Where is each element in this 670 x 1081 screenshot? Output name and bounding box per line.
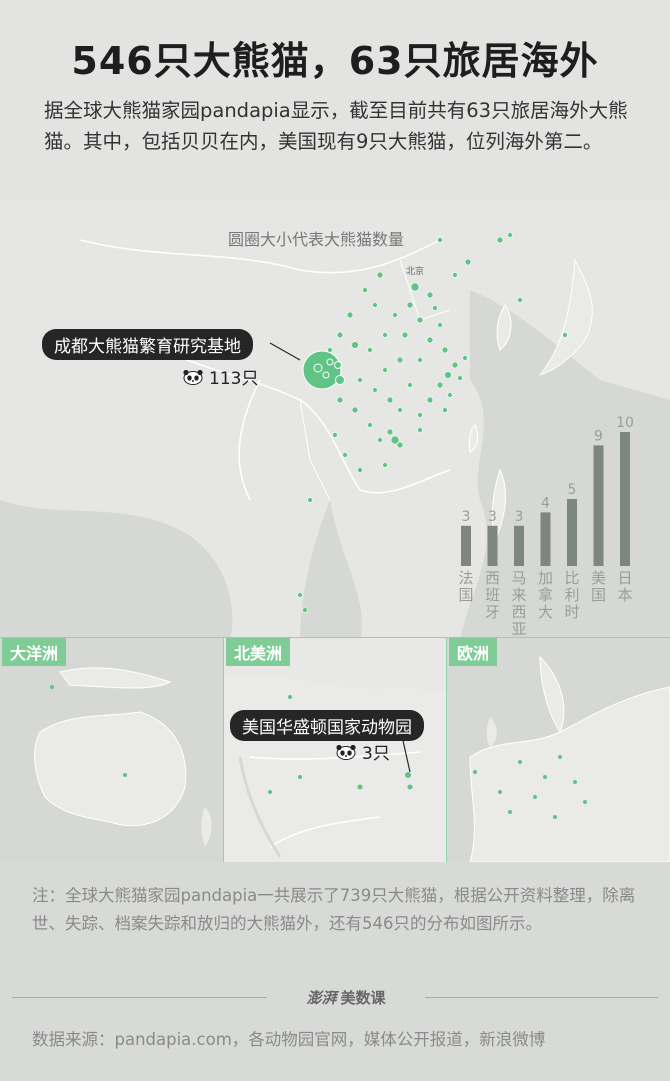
footer [0,862,670,1081]
page-title: 546只大熊猫，63只旅居海外 [71,39,599,83]
panda-icon [336,744,356,760]
bar-value-label-1: 3 [488,509,497,525]
bar-2 [514,525,524,566]
overseas-bar-chart: 3 法国 3 西班牙 3 马来西亚 4 加拿大 5 比利时 9 美国 10 日本 [458,415,633,638]
bar-value-label-0: 3 [462,509,471,525]
bar-category-label-5: 美国 [591,569,606,604]
bar-value-label-6: 10 [616,415,634,431]
bar-value-label-3: 4 [541,495,550,511]
bar-category-label-6: 日本 [617,569,632,604]
bar-category-label-2: 马来西亚 [511,569,526,638]
footnote: 注：全球大熊猫家园pandapia一共展示了739只大熊猫，根据公开资料整理，除… [32,886,636,933]
beijing-label: 北京 [406,265,424,277]
bar-3 [540,512,551,566]
chengdu-count-value: 113只 [209,369,259,389]
brand-name: 美数课 [340,988,386,1007]
inset-divider-1 [223,637,224,862]
separator-left [12,997,267,998]
bar-1 [487,525,498,566]
washington-count-value: 3只 [362,744,390,764]
bar-5 [593,445,604,566]
inset-divider-2 [446,637,447,862]
asia-map: 北京 3 法国 3 西班牙 3 马来西亚 4 加拿大 5 比利时 9 美国 10 日本 [0,200,670,640]
inset-label-north-america: 北美洲 [226,638,291,666]
circle-size-legend: 圆圈大小代表大熊猫数量 [228,230,405,249]
washington-count: 3只 [335,739,390,764]
bar-value-label-5: 9 [594,428,603,444]
brand-logo-mark: 澎湃 [306,988,337,1007]
panda-icon [183,369,203,385]
inset-maps [0,637,670,862]
bar-6 [620,432,630,566]
inset-divider-top [0,637,670,638]
bar-value-label-2: 3 [515,509,524,525]
separator-right [425,997,658,998]
bar-category-label-3: 加拿大 [538,569,553,621]
brand-logo: 澎湃 美数课 [272,983,420,1011]
bar-category-label-1: 西班牙 [485,569,500,621]
chengdu-callout-label: 成都大熊猫繁育研究基地 [42,329,253,360]
bar-category-label-0: 法国 [458,569,473,604]
inset-label-oceania: 大洋洲 [2,638,67,666]
intro-text: 据全球大熊猫家园pandapia显示，截至目前共有63只旅居海外大熊猫。其中，包… [44,99,628,153]
chengdu-count: 113只 [182,364,258,389]
bar-4 [567,499,577,566]
washington-callout-label: 美国华盛顿国家动物园 [230,710,424,741]
bar-0 [461,525,471,566]
inset-label-europe: 欧洲 [449,638,498,666]
bar-category-label-4: 比利时 [564,569,579,621]
bar-value-label-4: 5 [568,482,577,498]
data-source: 数据来源：pandapia.com，各动物园官网，媒体公开报道，新浪微博 [32,1030,546,1049]
